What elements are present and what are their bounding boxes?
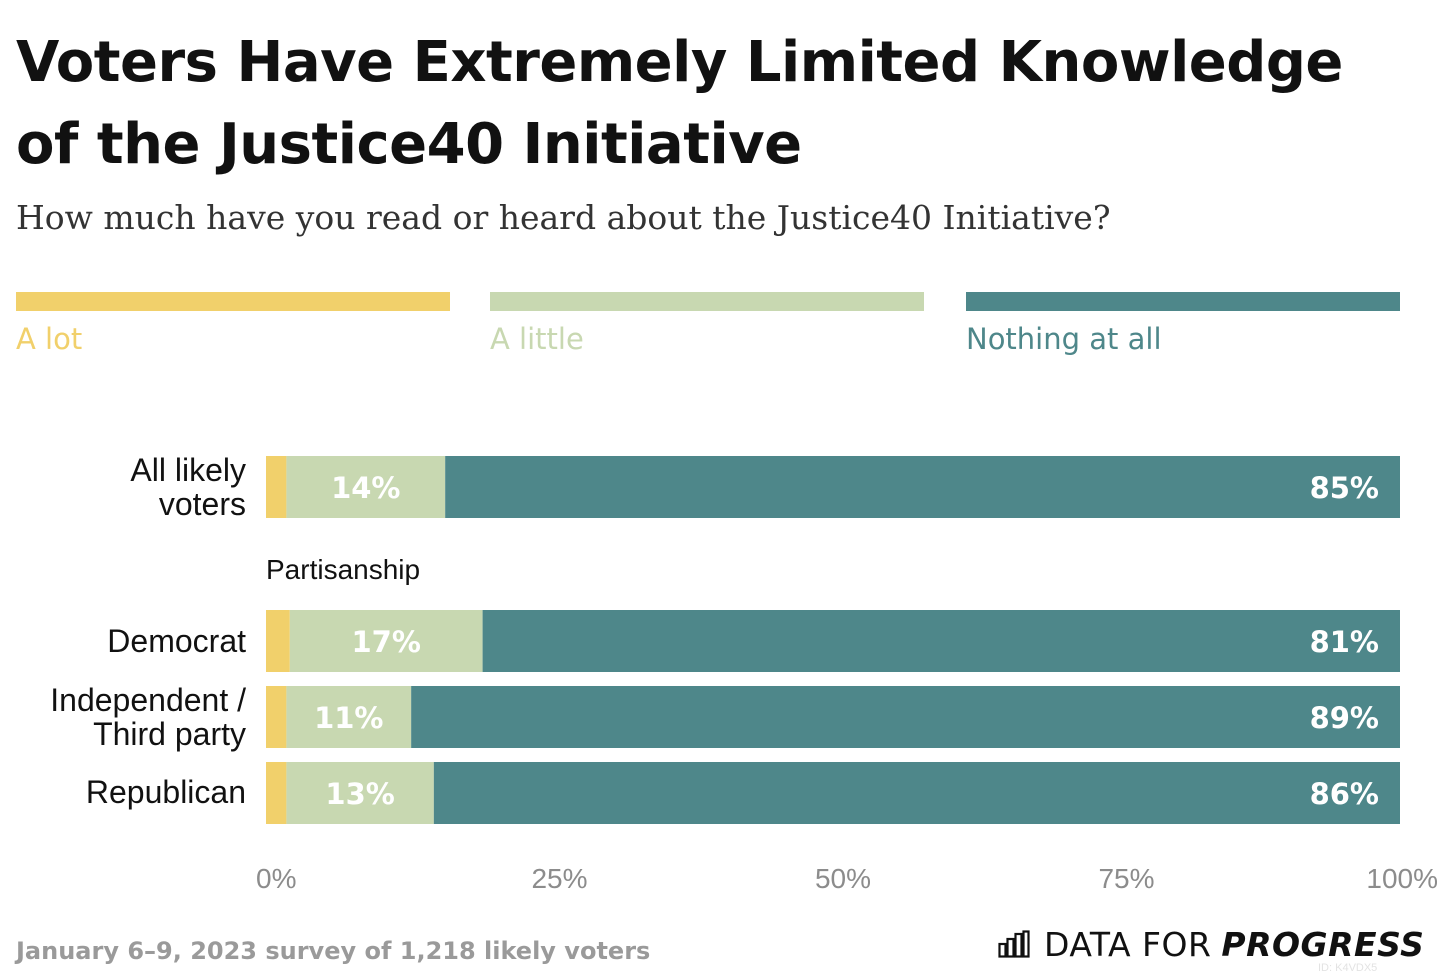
bar-chart-logo-icon	[998, 930, 1030, 958]
legend-label-a-little: A little	[490, 322, 584, 356]
legend-label-nothing-at-all: Nothing at all	[966, 322, 1162, 356]
legend-label-a-lot: A lot	[16, 322, 83, 356]
bar-a-little-republican	[286, 762, 434, 824]
x-tick-label-50: 50%	[815, 863, 871, 894]
bar-a-little-all-likely-voters	[286, 456, 446, 518]
survey-note: January 6–9, 2023 survey of 1,218 likely…	[16, 937, 651, 965]
row-label-independent: Independent / Third party	[50, 682, 246, 752]
bar-a-lot-republican	[266, 762, 287, 824]
row-label-all-likely-voters: All likely voters	[130, 452, 246, 522]
legend-swatch-a-little	[490, 292, 924, 311]
legend-item-nothing-at-all: Nothing at all	[966, 292, 1400, 357]
legend-swatch-nothing-at-all	[966, 292, 1400, 311]
bar-a-lot-all-likely-voters	[266, 456, 287, 518]
bar-label-nothing-at-all-republican: 86%	[1310, 777, 1379, 811]
row-label-democrat: Democrat	[107, 623, 246, 659]
bar-label-nothing-at-all-independent-third-party: 89%	[1310, 701, 1379, 735]
bar-nothing-at-all-independent-third-party	[411, 686, 1401, 748]
bar-nothing-at-all-all-likely-voters	[445, 456, 1400, 518]
x-tick-label-25: 25%	[531, 863, 587, 894]
brand-name-strong: PROGRESS	[1221, 924, 1425, 964]
x-tick-label-0: 0%	[256, 863, 296, 894]
chart-title: Voters Have Extremely Limited Knowledge …	[16, 30, 1343, 177]
x-tick-label-100: 100%	[1366, 863, 1438, 894]
chart-id-tag: ID: K4VDX5	[1318, 962, 1378, 974]
legend-item-a-little: A little	[490, 292, 924, 357]
chart-subtitle: How much have you read or heard about th…	[16, 198, 1111, 237]
legend-item-a-lot: A lot	[16, 292, 450, 357]
bar-nothing-at-all-democrat	[482, 610, 1400, 672]
bar-nothing-at-all-republican	[433, 762, 1400, 824]
x-tick-label-75: 75%	[1098, 863, 1154, 894]
group-label-partisanship: Partisanship	[266, 554, 421, 585]
bar-label-a-little-independent-third-party: 11%	[314, 701, 383, 735]
bar-a-little-democrat	[289, 610, 483, 672]
bar-label-a-little-republican: 13%	[325, 777, 394, 811]
bar-a-lot-democrat	[266, 610, 290, 672]
bar-label-nothing-at-all-all-likely-voters: 85%	[1310, 471, 1379, 505]
brand-logo: DATA FOR PROGRESS	[998, 922, 1424, 966]
bar-a-lot-independent-third-party	[266, 686, 287, 748]
brand-name: DATA FOR	[1044, 924, 1212, 964]
bar-label-a-little-democrat: 17%	[351, 625, 420, 659]
bar-label-nothing-at-all-democrat: 81%	[1310, 625, 1379, 659]
bar-label-a-little-all-likely-voters: 14%	[331, 471, 400, 505]
row-label-republican: Republican	[85, 774, 246, 810]
legend-swatch-a-lot	[16, 292, 450, 311]
bar-a-little-independent-third-party	[286, 686, 412, 748]
